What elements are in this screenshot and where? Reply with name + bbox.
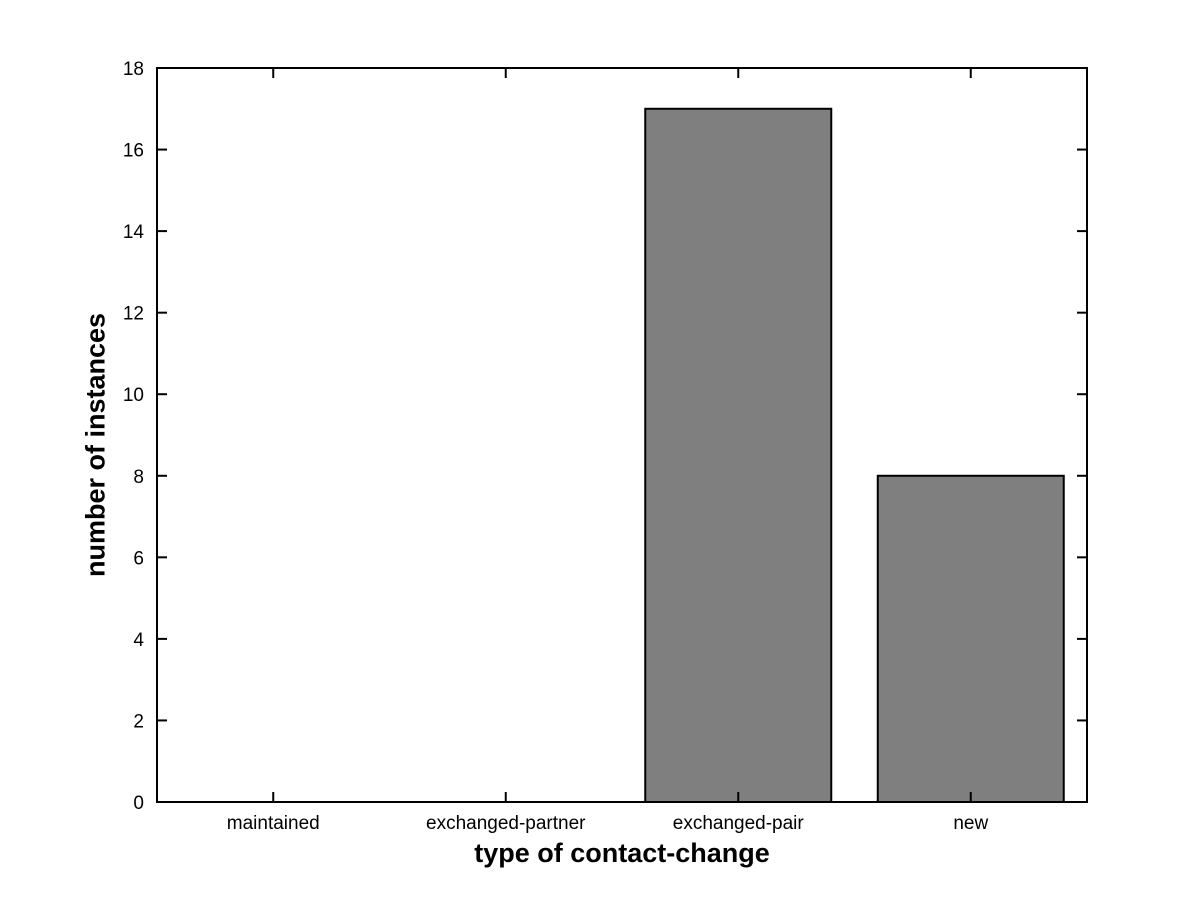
bar-new [876, 474, 1065, 803]
x-tick-label: exchanged-pair [673, 813, 805, 834]
y-tick-label: 6 [133, 548, 144, 569]
y-tick-label: 0 [133, 793, 144, 814]
bar-exchanged-pair [644, 107, 833, 803]
y-tick-label: 12 [123, 304, 144, 325]
x-tick-label: maintained [227, 813, 320, 834]
y-tick-label: 10 [123, 385, 144, 406]
y-axis-title: number of instances [80, 312, 111, 578]
y-tick-label: 18 [123, 59, 144, 80]
y-tick-label: 4 [133, 630, 144, 651]
y-tick-label: 16 [123, 141, 144, 162]
x-tick-label: exchanged-partner [426, 813, 586, 834]
y-tick-label: 2 [133, 711, 144, 732]
x-axis-title: type of contact-change [474, 838, 770, 868]
y-tick-label: 8 [133, 467, 144, 488]
axes-frame [156, 67, 1088, 803]
y-tick-label: 14 [123, 222, 145, 243]
x-tick-label: new [953, 813, 988, 834]
